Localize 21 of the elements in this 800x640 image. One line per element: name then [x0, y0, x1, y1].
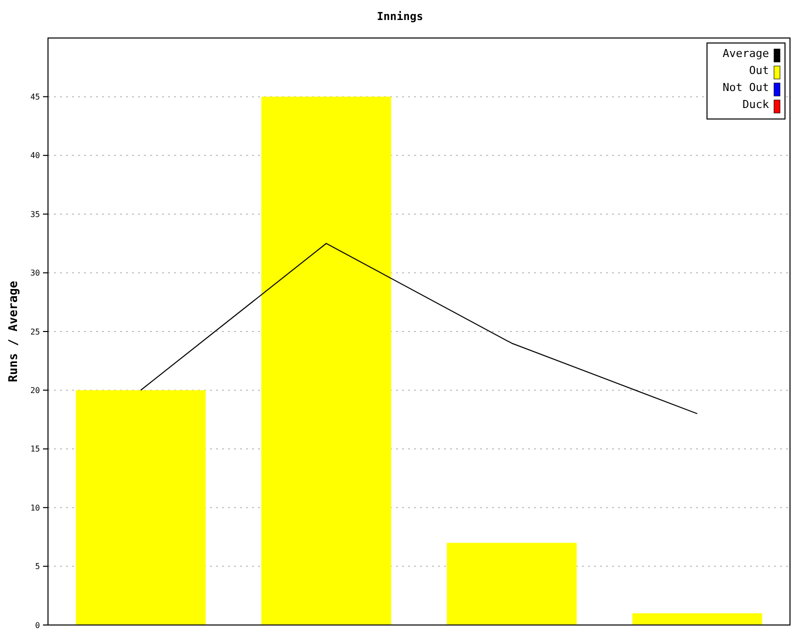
- y-tick-label: 40: [30, 151, 40, 160]
- y-tick-label: 30: [30, 268, 40, 278]
- y-tick-label: 10: [30, 503, 40, 512]
- chart-title: Innings: [376, 10, 424, 23]
- bar: [446, 542, 577, 625]
- legend-label: Duck: [742, 98, 770, 111]
- bar: [261, 96, 392, 625]
- y-tick-label: 0: [35, 620, 40, 630]
- y-axis-title: Runs / Average: [6, 280, 20, 382]
- y-tick-label: 15: [30, 444, 40, 454]
- bar: [76, 390, 206, 625]
- y-tick-label: 35: [30, 210, 40, 219]
- legend-label: Average: [722, 47, 769, 60]
- y-tick-label: 45: [30, 92, 40, 102]
- y-tick-label: 25: [30, 327, 40, 336]
- y-tick-label: 20: [30, 386, 40, 395]
- bar: [632, 613, 762, 625]
- legend-label: Out: [749, 64, 769, 77]
- legend-label: Not Out: [722, 81, 769, 94]
- y-tick-label: 5: [35, 562, 40, 572]
- line-series: [140, 242, 698, 414]
